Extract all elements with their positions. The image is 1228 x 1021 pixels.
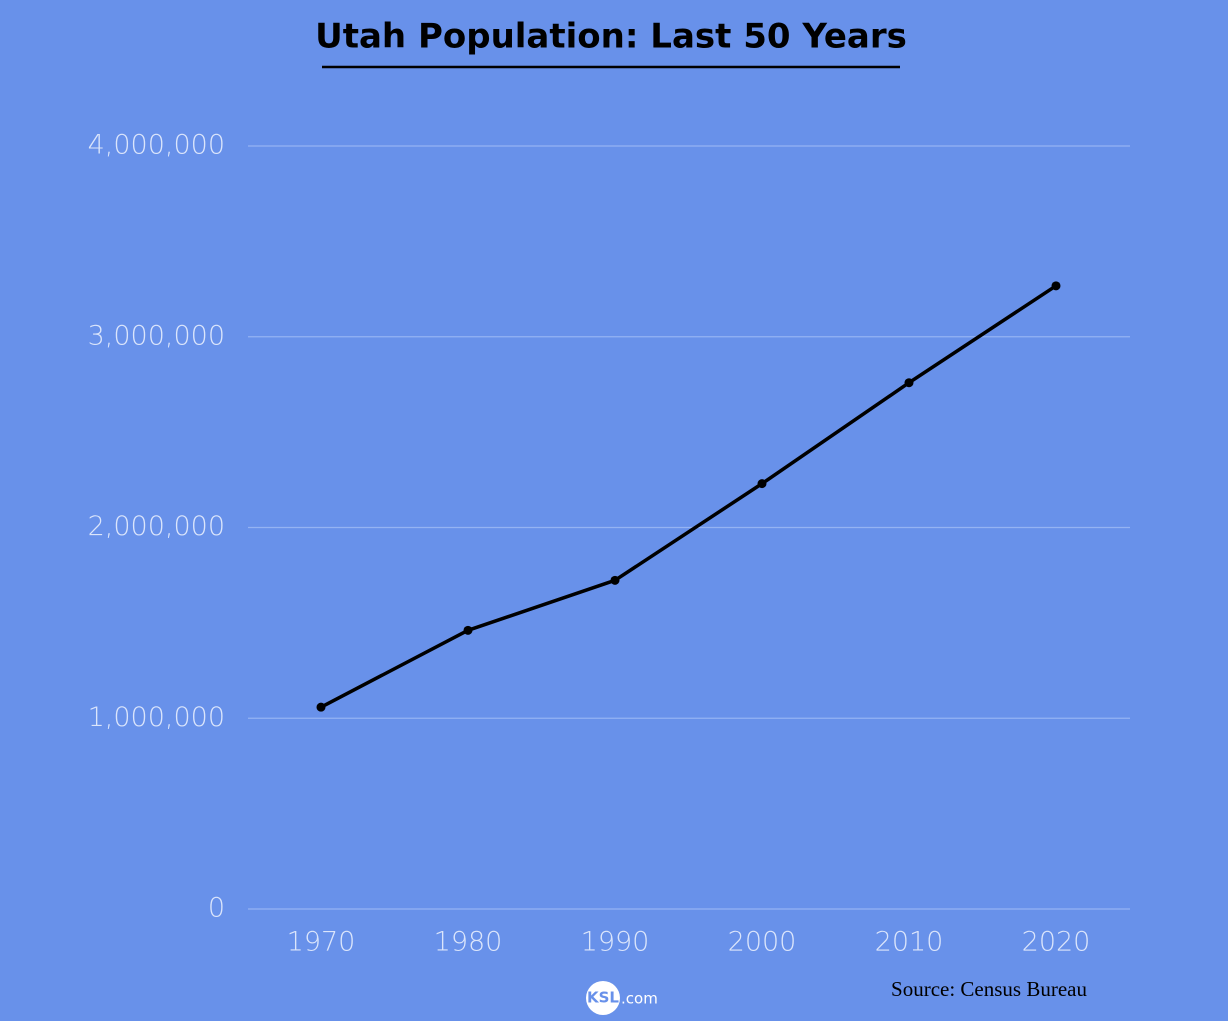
source-note: Source: Census Bureau xyxy=(891,977,1087,1001)
data-point xyxy=(1051,281,1061,291)
y-tick-label: 2,000,000 xyxy=(88,511,225,542)
x-tick-label: 1990 xyxy=(581,927,650,958)
x-tick-label: 2020 xyxy=(1022,927,1091,958)
data-point xyxy=(610,575,620,585)
chart-title: Utah Population: Last 50 Years xyxy=(315,17,907,57)
data-point xyxy=(316,702,326,712)
logo-suffix: .com xyxy=(621,990,658,1008)
y-tick-label: 0 xyxy=(208,893,225,924)
data-point xyxy=(463,625,473,635)
x-tick-label: 1980 xyxy=(434,927,503,958)
y-tick-label: 4,000,000 xyxy=(88,130,225,161)
data-point xyxy=(904,378,914,388)
x-tick-label: 1970 xyxy=(287,927,356,958)
data-line xyxy=(320,284,1057,709)
logo-circle xyxy=(586,981,620,1015)
y-tick-label: 1,000,000 xyxy=(88,702,225,733)
data-point xyxy=(757,479,767,489)
x-tick-label: 2010 xyxy=(875,927,944,958)
logo-brand: KSL xyxy=(587,989,619,1007)
y-tick-label: 3,000,000 xyxy=(88,320,225,351)
x-tick-label: 2000 xyxy=(728,927,797,958)
